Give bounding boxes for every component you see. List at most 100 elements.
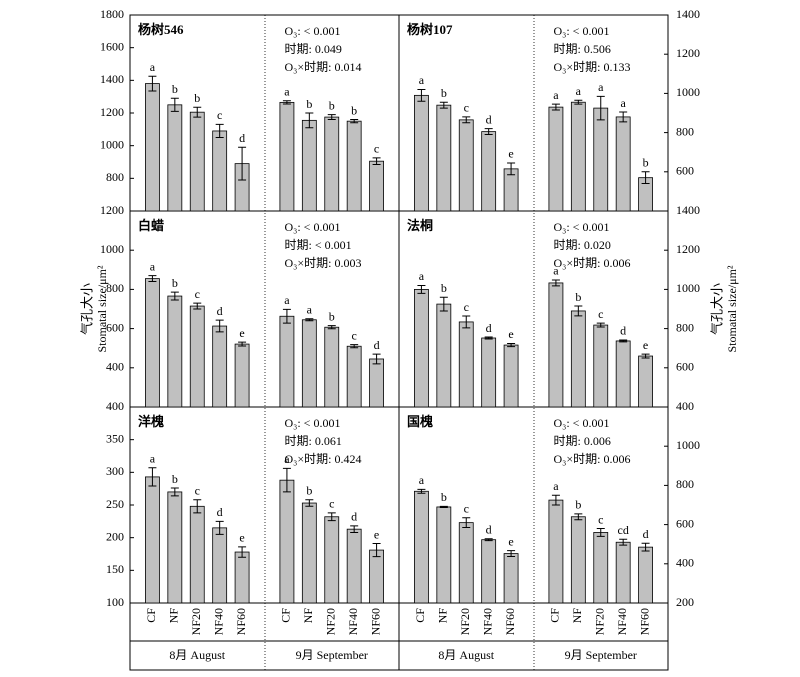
significance-letter: b	[194, 91, 200, 105]
error-bar	[305, 499, 314, 507]
error-bar	[282, 100, 291, 105]
period-label: 8月 August	[438, 648, 494, 662]
significance-letter: d	[486, 112, 492, 126]
significance-letter: d	[239, 131, 245, 145]
y-tick-label: 1400	[676, 7, 700, 21]
error-bar	[641, 542, 650, 552]
significance-letter: a	[419, 473, 425, 487]
x-tick-label: NF40	[346, 608, 360, 635]
bar	[593, 324, 609, 408]
error-bar	[148, 75, 157, 92]
y-tick-label: 250	[106, 497, 124, 511]
significance-letter: a	[419, 269, 425, 283]
bar	[346, 345, 362, 408]
stat-annotation: O₃×时期: 0.006	[554, 256, 631, 270]
error-bar	[641, 353, 650, 359]
significance-letter: b	[172, 82, 178, 96]
y-tick-label: 1600	[100, 39, 124, 53]
bar	[548, 106, 564, 212]
y-tick-label: 1000	[676, 281, 700, 295]
bar	[615, 541, 631, 604]
error-bar	[327, 512, 336, 522]
error-bar	[507, 342, 516, 348]
error-bar	[439, 296, 448, 312]
error-bar	[462, 116, 471, 124]
bar	[234, 343, 250, 408]
y-tick-label: 400	[106, 360, 124, 374]
significance-letter: b	[329, 98, 335, 112]
bar	[212, 130, 228, 212]
y-tick-label: 200	[676, 595, 694, 609]
panel-title: 杨树107	[407, 22, 453, 37]
significance-letter: a	[553, 88, 559, 102]
stat-annotation: O₃×时期: 0.424	[285, 452, 362, 466]
stat-annotation: O₃: < 0.001	[554, 416, 610, 430]
y-tick-label: 1400	[100, 72, 124, 86]
error-bar	[215, 123, 224, 138]
x-tick-label: NF60	[368, 608, 382, 635]
significance-letter: d	[643, 527, 649, 541]
y-axis-label: 气孔大小	[80, 283, 96, 335]
panel-title: 白蜡	[138, 218, 164, 233]
y-tick-label: 600	[676, 164, 694, 178]
significance-letter: c	[598, 307, 603, 321]
significance-letter: cd	[618, 523, 629, 537]
error-bar	[641, 171, 650, 185]
stat-annotation: O₃×时期: 0.003	[285, 256, 362, 270]
bar	[481, 131, 497, 212]
error-bar	[574, 305, 583, 317]
y-tick-label: 100	[106, 595, 124, 609]
bar	[593, 107, 609, 212]
stat-annotation: 时期: 0.006	[554, 434, 611, 448]
bar	[279, 101, 295, 212]
period-label: 9月 September	[296, 648, 368, 662]
error-bar	[417, 488, 426, 494]
x-tick-label: NF60	[503, 608, 517, 635]
significance-letter: d	[217, 505, 223, 519]
error-bar	[170, 97, 179, 112]
significance-letter: b	[172, 276, 178, 290]
stat-annotation: O₃: < 0.001	[285, 416, 341, 430]
bar	[234, 551, 250, 604]
y-tick-label: 400	[676, 399, 694, 413]
bar	[436, 506, 452, 604]
y-tick-label: 1200	[100, 105, 124, 119]
error-bar	[148, 467, 157, 487]
significance-letter: a	[284, 293, 290, 307]
y-tick-label: 1000	[100, 242, 124, 256]
x-tick-label: NF40	[211, 608, 225, 635]
error-bar	[193, 499, 202, 514]
y-tick-label: 350	[106, 431, 124, 445]
y-tick-label: 400	[676, 556, 694, 570]
bar	[436, 104, 452, 212]
significance-letter: e	[508, 147, 513, 161]
significance-letter: b	[441, 490, 447, 504]
bar	[436, 303, 452, 408]
bar	[324, 326, 340, 408]
significance-letter: c	[195, 287, 200, 301]
error-bar	[282, 308, 291, 324]
error-bar	[619, 538, 628, 546]
error-bar	[350, 344, 359, 349]
error-bar	[350, 525, 359, 533]
x-tick-label: NF	[301, 608, 315, 624]
error-bar	[238, 146, 247, 181]
bar	[638, 355, 653, 408]
error-bar	[574, 513, 583, 521]
bar	[570, 310, 586, 408]
y-tick-label: 600	[676, 516, 694, 530]
bar	[346, 120, 362, 212]
significance-letter: c	[464, 501, 469, 515]
panel-title: 法桐	[407, 218, 433, 233]
error-bar	[551, 103, 560, 111]
period-label: 8月 August	[169, 648, 225, 662]
bar	[570, 101, 586, 212]
error-bar	[305, 318, 314, 322]
y-tick-label: 800	[676, 477, 694, 491]
error-bar	[148, 275, 157, 283]
y-tick-label: 1200	[676, 242, 700, 256]
x-tick-label: CF	[413, 608, 427, 623]
stat-annotation: O₃×时期: 0.133	[554, 60, 631, 74]
error-bar	[170, 291, 179, 301]
error-bar	[372, 157, 381, 165]
